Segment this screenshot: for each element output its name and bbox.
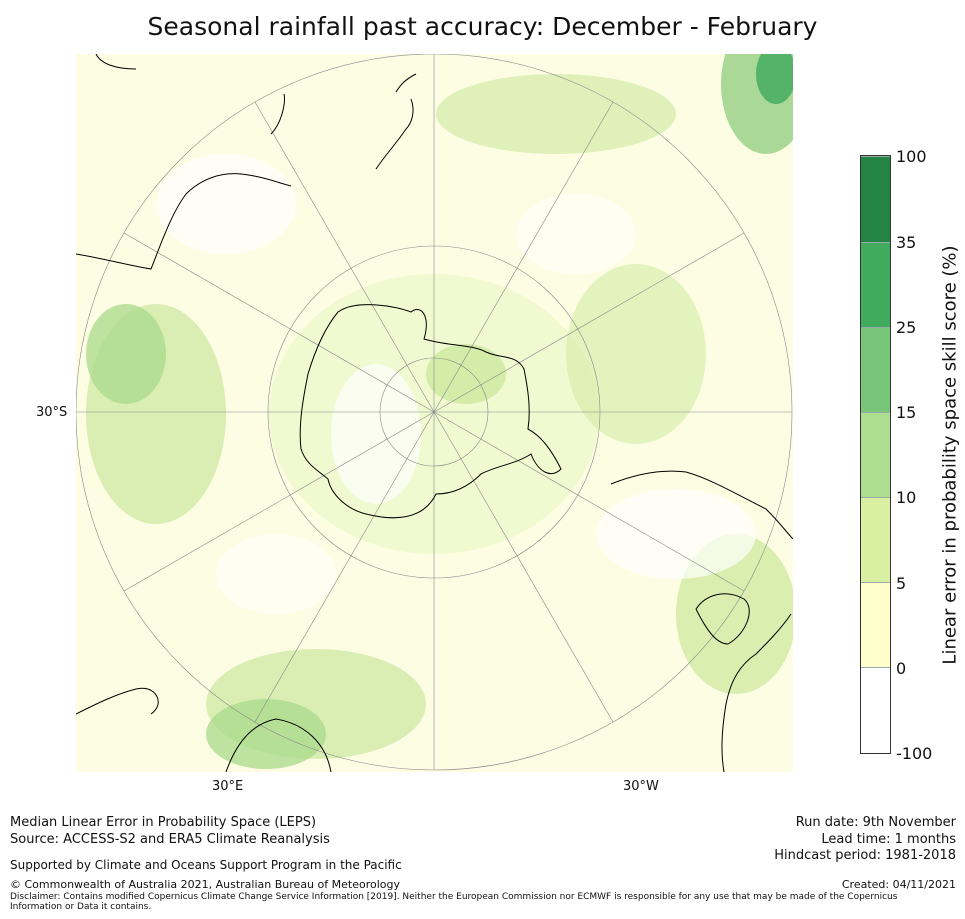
footer-support: Supported by Climate and Oceans Support … — [10, 858, 402, 872]
south-america-coast — [610, 470, 793, 772]
footer-leps: Median Linear Error in Probability Space… — [10, 815, 317, 830]
africa-coast — [76, 54, 292, 270]
antarctica-coast — [299, 304, 562, 519]
colorbar-segment — [861, 497, 890, 582]
colorbar-label: Linear error in probability space skill … — [939, 245, 961, 665]
colorbar — [860, 155, 891, 754]
australia-coast — [76, 687, 332, 772]
footer-copyright: © Commonwealth of Australia 2021, Austra… — [10, 878, 400, 891]
graticule — [76, 54, 793, 771]
colorbar-tick: 25 — [896, 318, 917, 337]
colorbar-tick: 5 — [896, 574, 907, 593]
lon-label-30w: 30°W — [623, 779, 659, 794]
lat-label-30s: 30°S — [36, 405, 68, 420]
lon-label-30e: 30°E — [212, 779, 244, 794]
footer-source: Source: ACCESS-S2 and ERA5 Climate Reana… — [10, 832, 330, 847]
footer-disclaimer: Disclaimer: Contains modified Copernicus… — [10, 892, 898, 912]
colorbar-segment — [861, 242, 890, 327]
footer-run-date: Run date: 9th November — [795, 815, 956, 830]
colorbar-tick: 35 — [896, 233, 917, 252]
colorbar-segment — [861, 327, 890, 412]
colorbar-tick: 0 — [896, 659, 907, 678]
colorbar-segment — [861, 412, 890, 497]
colorbar-segment — [861, 582, 890, 667]
footer-hindcast: Hindcast period: 1981-2018 — [774, 848, 956, 863]
coastlines — [76, 54, 793, 772]
colorbar-tick: 15 — [896, 403, 917, 422]
footer-lead-time: Lead time: 1 months — [821, 832, 956, 847]
polar-map — [76, 54, 793, 772]
skill-field — [86, 54, 793, 769]
new-zealand-coast — [375, 73, 417, 170]
map-canvas — [76, 54, 793, 772]
colorbar-tick: 10 — [896, 488, 917, 507]
footer-created: Created: 04/11/2021 — [841, 878, 956, 891]
colorbar-tick: -100 — [896, 744, 933, 763]
colorbar-segment — [861, 156, 890, 242]
colorbar-tick: 100 — [896, 147, 927, 166]
colorbar-segment — [861, 667, 890, 753]
chart-title: Seasonal rainfall past accuracy: Decembe… — [147, 12, 818, 41]
